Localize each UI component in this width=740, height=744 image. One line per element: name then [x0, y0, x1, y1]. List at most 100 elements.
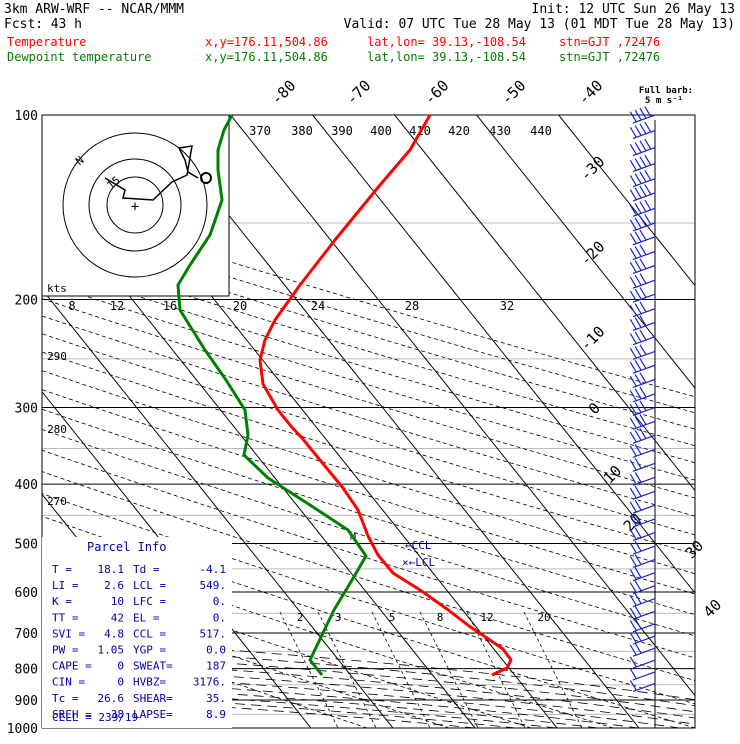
- parcel-row: CAPE = 0 SWEAT= 187: [52, 660, 226, 673]
- pressure-tick-label: 700: [15, 627, 38, 642]
- barb-flag: [644, 154, 652, 166]
- barb-shaft: [632, 448, 656, 458]
- parcel-key-right: SHEAR=: [133, 692, 173, 705]
- parcel-row: SVI = 4.8 CCL = 517.: [52, 627, 226, 640]
- parcel-key-left: Tc =: [52, 692, 79, 705]
- isotherm-line: [312, 115, 695, 594]
- wind-barb: [629, 458, 656, 472]
- isotherm-label: -30: [577, 153, 609, 185]
- wind-barb: [629, 229, 656, 246]
- barb-shaft: [632, 146, 656, 157]
- isotherm-label: 30: [682, 537, 708, 563]
- left-theta-label: 290: [47, 350, 67, 363]
- barb-flag: [644, 138, 652, 150]
- wind-barb: [629, 540, 656, 555]
- parcel-value-right: 0.: [213, 595, 226, 608]
- parcel-value-left: 18.1: [98, 563, 125, 576]
- ccl-marker: ←CCL: [405, 539, 432, 552]
- barb-shaft: [632, 585, 656, 595]
- barb-flag: [629, 347, 637, 359]
- hodograph-ring: [106, 176, 164, 234]
- barb-flag: [634, 630, 642, 642]
- parcel-key-right: LFC =: [133, 595, 166, 608]
- wind-barb: [629, 527, 656, 542]
- barb-flag: [639, 428, 647, 439]
- barb-flag: [634, 486, 642, 497]
- fcst-value: 43 h: [51, 17, 82, 32]
- wind-barb: [629, 121, 656, 140]
- isotherm-line: [230, 115, 695, 697]
- barb-flag: [639, 315, 647, 327]
- barb-shaft: [632, 336, 656, 346]
- speed-tick-label: 24: [311, 299, 325, 313]
- wind-barb: [629, 567, 656, 582]
- parcel-key-right: HVBZ=: [133, 676, 166, 689]
- hodograph-inset: N 15 +: [41, 114, 230, 297]
- parcel-key-right: EL =: [133, 611, 160, 624]
- hodograph-ring: [88, 158, 182, 252]
- barb-flag: [634, 142, 642, 153]
- barb-shaft: [632, 250, 656, 261]
- barb-flag: [629, 111, 637, 123]
- wind-barb: [629, 301, 656, 318]
- barb-flag: [629, 175, 637, 186]
- barb-flag: [634, 444, 642, 455]
- wind-barb: [629, 386, 656, 403]
- parcel-info-panel: [42, 537, 232, 728]
- parcel-key-left: T =: [52, 563, 72, 576]
- parcel-panel-bg: [42, 537, 232, 728]
- barb-flag: [634, 231, 642, 243]
- barb-flag: [629, 459, 637, 471]
- parcel-row: Tc = 26.6 SHEAR= 35.: [52, 692, 226, 705]
- wind-barb: [629, 444, 656, 458]
- legend-temperature-stn: stn=GJT ,72476: [559, 35, 660, 49]
- barb-flag: [634, 374, 642, 385]
- barb-flag: [634, 274, 642, 286]
- barb-shaft: [632, 434, 656, 444]
- barb-flag: [629, 555, 637, 567]
- wind-barb: [629, 214, 656, 232]
- parcel-value-left: 10: [111, 595, 124, 608]
- isotherm-label: 10: [600, 462, 626, 488]
- parcel-value-right: 0.: [213, 611, 226, 624]
- barb-shaft: [632, 129, 656, 140]
- speed-tick-label: 8: [68, 299, 75, 313]
- barb-flag: [629, 595, 637, 606]
- barb-flag: [629, 403, 637, 415]
- barb-flag: [629, 445, 637, 457]
- parcel-value-right: 8.9: [206, 708, 226, 721]
- barb-shaft: [632, 572, 656, 582]
- wind-barb: [629, 106, 656, 124]
- barb-flag: [639, 140, 647, 152]
- barb-flag: [639, 287, 647, 298]
- isotherm-label: 20: [620, 510, 646, 536]
- wind-barb: [629, 154, 656, 173]
- barb-flag: [634, 317, 642, 328]
- wind-barb: [629, 679, 656, 693]
- pressure-tick-label: 100: [15, 109, 38, 124]
- pressure-tick-label: 600: [15, 586, 38, 601]
- parcel-value-right: 187: [206, 660, 226, 673]
- barb-flag: [634, 429, 642, 441]
- barb-flag: [644, 121, 652, 133]
- barb-shaft: [632, 264, 656, 275]
- barb-flag: [629, 233, 637, 244]
- barb-flag: [629, 515, 637, 527]
- parcel-row: LI = 2.6 LCL = 549.: [52, 579, 226, 592]
- mixing-ratio-line: [279, 611, 339, 728]
- wind-barb: [629, 169, 656, 188]
- wind-barb: [629, 486, 656, 500]
- barb-flag: [634, 346, 642, 357]
- valid-time: Valid: 07 UTC Tue 28 May 13 (01 MDT Tue …: [344, 17, 735, 32]
- parcel-value-right: 549.: [200, 579, 227, 592]
- barb-flag: [629, 189, 637, 201]
- wind-barb: [629, 513, 656, 528]
- parcel-row: T = 18.1 Td = -4.1: [52, 563, 226, 576]
- barb-flag: [629, 487, 637, 499]
- pressure-tick-label: 1000: [7, 722, 38, 737]
- dry-adiabat-line: [42, 264, 695, 464]
- barb-flag: [639, 301, 647, 313]
- wind-barb: [629, 273, 656, 289]
- dry-adiabat-line: [42, 351, 695, 555]
- barb-flag: [639, 400, 647, 412]
